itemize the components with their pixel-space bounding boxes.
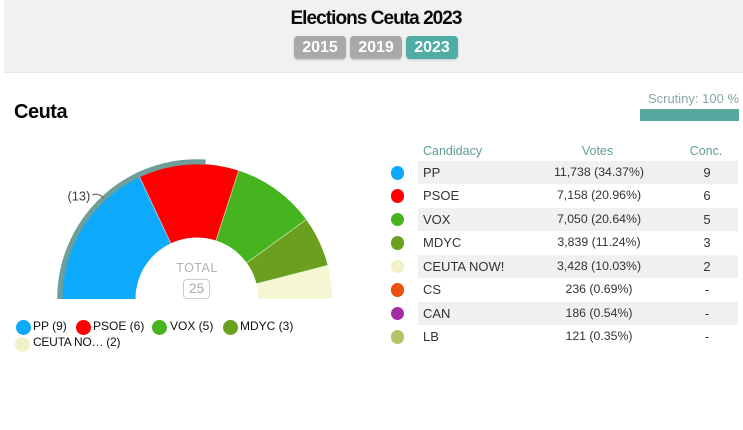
- svg-text:(13): (13): [68, 189, 91, 204]
